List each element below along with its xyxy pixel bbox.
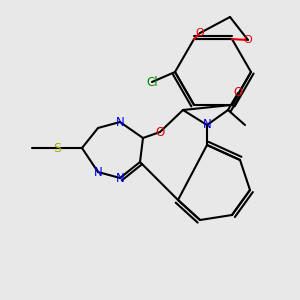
Text: N: N [116, 172, 124, 184]
Text: O: O [155, 125, 165, 139]
Text: N: N [116, 116, 124, 128]
Text: N: N [94, 166, 102, 178]
Text: N: N [202, 118, 211, 131]
Text: S: S [53, 142, 61, 154]
Text: O: O [244, 35, 252, 45]
Text: Cl: Cl [146, 76, 158, 88]
Text: O: O [233, 86, 243, 100]
Text: O: O [196, 28, 204, 38]
